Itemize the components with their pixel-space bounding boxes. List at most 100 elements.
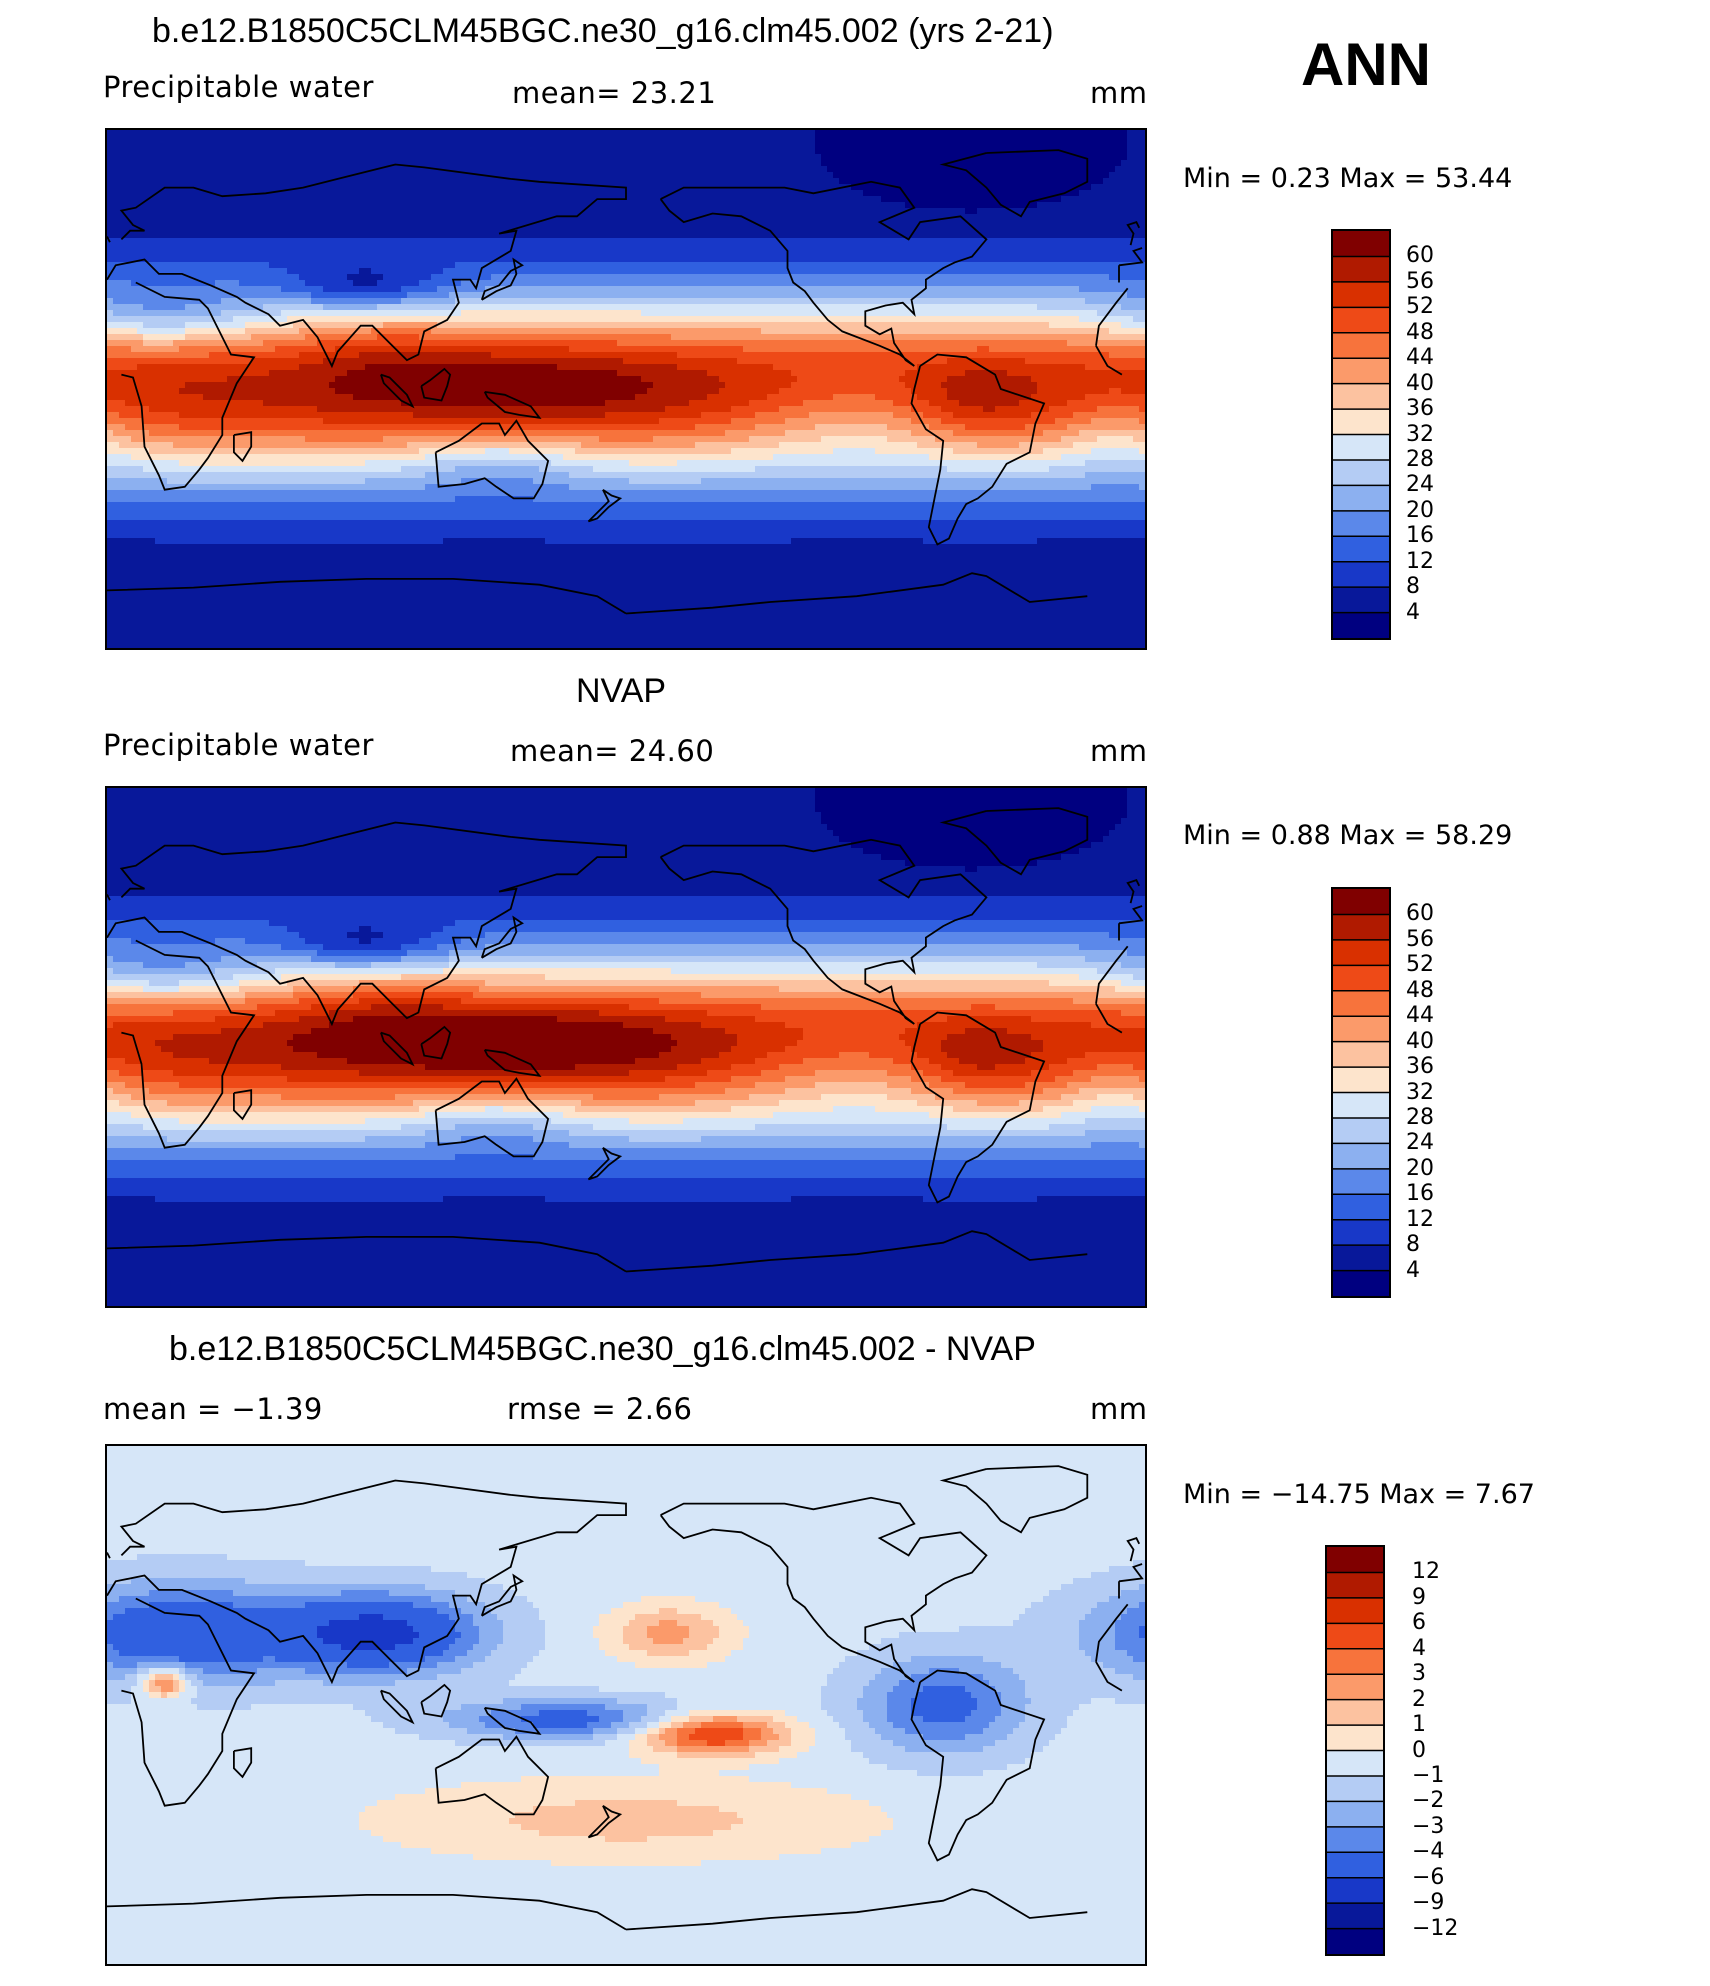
colorbar-tick-label: −6	[1412, 1865, 1444, 1890]
panel1-colorbar	[1331, 229, 1391, 640]
colorbar-swatch	[1333, 1143, 1389, 1170]
panel2-units: mm	[1090, 734, 1148, 768]
colorbar-swatch	[1333, 914, 1389, 941]
colorbar-tick-label: 40	[1406, 371, 1434, 396]
coastline	[480, 257, 524, 301]
colorbar-tick-label: 16	[1406, 1181, 1434, 1206]
coastline	[107, 1479, 1144, 1685]
colorbar-tick-label: 4	[1406, 1258, 1420, 1283]
colorbar-swatch	[1327, 1623, 1383, 1650]
coastline	[107, 163, 1144, 369]
panel1-mean-label: mean= 23.21	[512, 76, 716, 110]
colorbar-tick-label: 28	[1406, 447, 1434, 472]
coastline	[121, 939, 1129, 1149]
coastline	[107, 572, 1088, 615]
colorbar-tick-label: 56	[1406, 269, 1434, 294]
colorbar-tick-label: 6	[1412, 1610, 1426, 1635]
colorbar-tick-label: −9	[1412, 1890, 1444, 1915]
colorbar-tick-label: −1	[1412, 1763, 1444, 1788]
colorbar-swatch	[1327, 1597, 1383, 1624]
panel2-map	[105, 786, 1147, 1308]
colorbar-tick-label: 0	[1412, 1738, 1426, 1763]
colorbar-swatch	[1333, 612, 1389, 638]
panel3-title: b.e12.B1850C5CLM45BGC.ne30_g16.clm45.002…	[169, 1330, 1036, 1369]
colorbar-tick-label: 56	[1406, 927, 1434, 952]
coastline	[587, 488, 623, 523]
colorbar-tick-label: −12	[1412, 1916, 1458, 1941]
coastline	[910, 1669, 1046, 1862]
colorbar-tick-label: 40	[1406, 1029, 1434, 1054]
colorbar-tick-label: 12	[1412, 1559, 1440, 1584]
coastline	[659, 1496, 988, 1683]
colorbar-tick-label: 20	[1406, 498, 1434, 523]
colorbar-swatch	[1327, 1877, 1383, 1904]
colorbar-tick-label: 36	[1406, 1054, 1434, 1079]
colorbar-tick-label: 2	[1412, 1687, 1426, 1712]
coastline	[483, 391, 542, 420]
colorbar-tick-label: 48	[1406, 320, 1434, 345]
coastline	[587, 1146, 623, 1181]
colorbar-swatch	[1333, 889, 1389, 915]
panel3-mean-label: mean = −1.39	[103, 1392, 323, 1426]
panel2-mean-label: mean= 24.60	[510, 734, 714, 768]
panel1-map	[105, 128, 1147, 650]
colorbar-swatch	[1333, 1219, 1389, 1246]
coastline	[939, 1465, 1089, 1534]
colorbar-tick-label: 60	[1406, 901, 1434, 926]
colorbar-swatch	[1333, 358, 1389, 385]
colorbar-swatch	[1333, 383, 1389, 410]
coastline	[434, 419, 550, 500]
panel3-colorbar	[1325, 1545, 1385, 1956]
colorbar-tick-label: 32	[1406, 422, 1434, 447]
colorbar-tick-label: 8	[1406, 1232, 1420, 1257]
colorbar-tick-label: 12	[1406, 1207, 1434, 1232]
season-label: ANN	[1301, 30, 1431, 99]
colorbar-tick-label: −2	[1412, 1788, 1444, 1813]
panel3-map-svg	[107, 1446, 1145, 1964]
colorbar-swatch	[1333, 1041, 1389, 1068]
coastline	[121, 281, 1129, 491]
colorbar-swatch	[1333, 332, 1389, 359]
colorbar-swatch	[1327, 1801, 1383, 1828]
colorbar-swatch	[1333, 939, 1389, 966]
colorbar-tick-label: −3	[1412, 1814, 1444, 1839]
colorbar-swatch	[1333, 1270, 1389, 1296]
colorbar-tick-label: 24	[1406, 1130, 1434, 1155]
coastline	[107, 1888, 1088, 1931]
colorbar-tick-label: 16	[1406, 523, 1434, 548]
colorbar-swatch	[1333, 965, 1389, 992]
coastline	[434, 1077, 550, 1158]
colorbar-swatch	[1327, 1775, 1383, 1802]
colorbar-tick-label: 44	[1406, 1003, 1434, 1028]
colorbar-tick-label: 1	[1412, 1712, 1426, 1737]
colorbar-swatch	[1333, 256, 1389, 283]
coastline	[420, 367, 452, 402]
colorbar-swatch	[1333, 281, 1389, 308]
colorbar-tick-label: 28	[1406, 1105, 1434, 1130]
colorbar-tick-label: 60	[1406, 243, 1434, 268]
coastline	[233, 1747, 253, 1779]
colorbar-swatch	[1327, 1928, 1383, 1954]
colorbar-swatch	[1327, 1572, 1383, 1599]
coastline	[107, 1230, 1088, 1273]
colorbar-swatch	[1327, 1852, 1383, 1879]
colorbar-tick-label: 4	[1412, 1636, 1426, 1661]
panel2-title: NVAP	[576, 672, 666, 711]
coastline	[233, 1089, 253, 1121]
panel3-minmax: Min = −14.75 Max = 7.67	[1183, 1479, 1535, 1510]
panel2-colorbar-svg	[1333, 889, 1389, 1296]
panel1-title: b.e12.B1850C5CLM45BGC.ne30_g16.clm45.002…	[152, 12, 1054, 51]
colorbar-swatch	[1327, 1826, 1383, 1853]
coastline	[483, 1707, 542, 1736]
colorbar-tick-label: 52	[1406, 294, 1434, 319]
colorbar-tick-label: 24	[1406, 472, 1434, 497]
colorbar-tick-label: 4	[1406, 600, 1420, 625]
panel1-units: mm	[1090, 76, 1148, 110]
colorbar-tick-label: 52	[1406, 952, 1434, 977]
coastline	[659, 180, 988, 367]
colorbar-swatch	[1327, 1674, 1383, 1701]
colorbar-tick-label: 36	[1406, 396, 1434, 421]
panel1-variable-label: Precipitable water	[103, 70, 374, 104]
colorbar-swatch	[1327, 1903, 1383, 1930]
colorbar-tick-label: 20	[1406, 1156, 1434, 1181]
